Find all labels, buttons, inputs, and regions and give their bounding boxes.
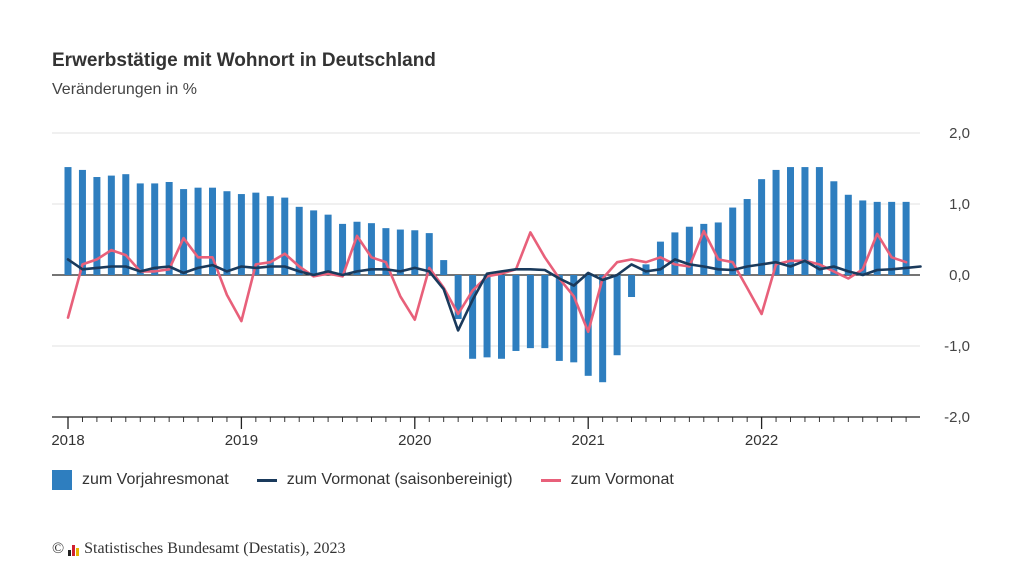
bar [107, 175, 115, 275]
legend-item-vorjahresmonat: zum Vorjahresmonat [52, 470, 229, 490]
source-footer: © Statistisches Bundesamt (Destatis), 20… [52, 540, 345, 558]
line-swatch-dark-icon [256, 478, 277, 482]
legend-label: zum Vormonat [570, 471, 674, 488]
line-swatch-pink-icon [540, 478, 561, 482]
x-tick-label: 2022 [745, 432, 778, 449]
bar [628, 275, 636, 298]
bar [541, 275, 549, 349]
bar [830, 181, 838, 275]
bar [570, 275, 578, 363]
bar [454, 275, 462, 320]
bar [599, 275, 607, 383]
bar [78, 169, 86, 275]
bar [440, 260, 448, 275]
bar [136, 183, 144, 275]
bar [93, 177, 101, 275]
legend-item-vormonat-sa: zum Vormonat (saisonbereinigt) [256, 471, 513, 489]
bar [266, 196, 274, 275]
legend-item-vormonat: zum Vormonat [540, 471, 674, 489]
bar [223, 191, 231, 275]
bar [165, 181, 173, 275]
x-tick-label: 2020 [398, 432, 431, 449]
legend-label: zum Vorjahresmonat [82, 471, 229, 488]
bar [902, 201, 910, 275]
bar [469, 275, 477, 359]
source-text: Statistisches Bundesamt (Destatis), 2023 [84, 540, 346, 557]
bar [194, 187, 202, 275]
bar [584, 275, 592, 376]
bar [888, 201, 896, 275]
bar [801, 167, 809, 275]
bar [310, 210, 318, 275]
bar [151, 183, 159, 275]
bar [685, 226, 693, 275]
bar [642, 264, 650, 275]
bar [382, 228, 390, 275]
bar [555, 275, 563, 361]
bar [729, 207, 737, 275]
x-tick-label: 2018 [51, 432, 84, 449]
bar [122, 174, 130, 275]
bar [787, 167, 794, 275]
bar [512, 275, 520, 351]
bar [873, 201, 881, 275]
y-tick-label: 0,0 [949, 267, 970, 284]
bar [209, 187, 216, 275]
bar [700, 223, 708, 275]
bar [353, 221, 361, 275]
chart-title: Erwerbstätige mit Wohnort in Deutschland [52, 50, 436, 71]
bar [396, 229, 404, 275]
bar [339, 223, 347, 275]
y-tick-label: -1,0 [944, 338, 970, 355]
bar [844, 194, 852, 275]
bar [64, 167, 72, 275]
bar [180, 189, 188, 275]
bar [772, 169, 780, 275]
destatis-logo-icon [68, 543, 80, 556]
bar [237, 194, 245, 275]
bar [483, 275, 491, 358]
bar [743, 199, 751, 275]
bar [367, 223, 375, 275]
bar [281, 197, 289, 275]
bar [295, 206, 303, 275]
bar [425, 233, 433, 275]
bar [758, 179, 766, 275]
y-tick-label: 1,0 [949, 196, 970, 213]
x-tick-label: 2021 [572, 432, 605, 449]
bar [498, 275, 505, 359]
bar [671, 232, 679, 275]
bar [714, 222, 722, 275]
legend: zum Vorjahresmonat zum Vormonat (saisonb… [52, 470, 702, 490]
bar [252, 192, 260, 275]
series-line-vormonat [66, 229, 908, 334]
bar [411, 230, 419, 275]
series-line-vormonat-saisonbereinigt [66, 258, 922, 332]
bar-swatch-icon [52, 470, 72, 490]
y-tick-label: -2,0 [944, 409, 970, 426]
chart-plot: 2,0 1,0 0,0 -1,0 -2,0 2018 2019 2020 2021 2022 [51, 125, 970, 449]
chart-subtitle: Veränderungen in % [52, 81, 197, 98]
bar [526, 275, 534, 349]
bar [815, 167, 823, 275]
bar [859, 200, 867, 275]
copyright-symbol: © [52, 540, 65, 557]
x-tick-label: 2019 [225, 432, 258, 449]
legend-label: zum Vormonat (saisonbereinigt) [286, 471, 513, 488]
bar [324, 214, 332, 275]
y-tick-label: 2,0 [949, 125, 970, 142]
bar [613, 275, 621, 356]
